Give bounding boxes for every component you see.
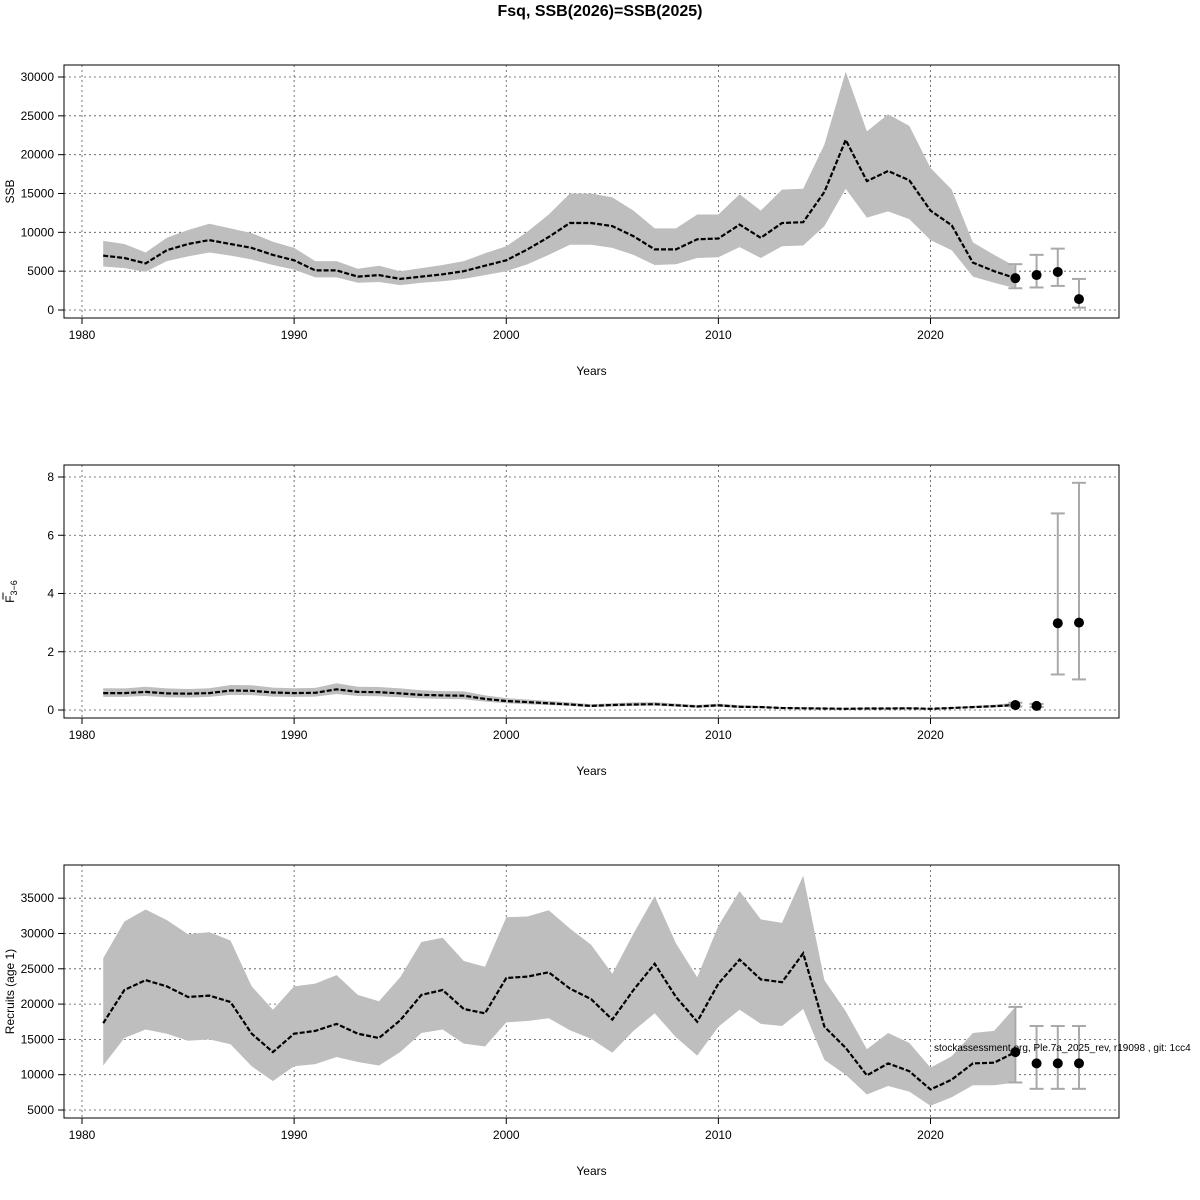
chart-title: Fsq, SSB(2026)=SSB(2025) [498, 3, 703, 20]
forecast-point [1010, 700, 1021, 711]
forecast-point [1031, 700, 1042, 711]
y-tick-label: 5000 [27, 1103, 54, 1117]
plot-frame [63, 64, 1120, 319]
forecast-point [1074, 1058, 1084, 1069]
y-tick-label: 10000 [21, 225, 55, 239]
y-tick-label: 8 [47, 470, 54, 484]
estimate-line [102, 950, 1016, 1091]
confidence-band [103, 875, 1016, 1106]
y-tick-label: 5000 [27, 264, 54, 278]
y-tick-label: 0 [47, 303, 54, 317]
panel-fbar: 1980 1990 2000 2010 2020 0 2 4 6 8 Years F3−6 [2, 464, 1120, 778]
y-tick-label: 30000 [21, 926, 55, 940]
y-tick-label: 0 [47, 703, 54, 717]
y-tick-label: 20000 [21, 997, 55, 1011]
forecast-point [1031, 1058, 1042, 1069]
x-axis-label: Years [576, 764, 606, 778]
y-tick-label: 20000 [21, 148, 55, 162]
y-tick-label: 4 [47, 587, 54, 601]
forecast-point [1052, 1058, 1063, 1069]
y-tick-label: 10000 [21, 1068, 55, 1082]
x-tick-label: 1980 [69, 328, 96, 342]
panel-ssb: 1980 1990 2000 2010 2020 0 5000 10000 15000 20000… [3, 64, 1120, 378]
x-tick-label: 1980 [69, 1128, 96, 1142]
panel-recruits: 1980 1990 2000 2010 2020 5000 10000 15000 20000 2… [3, 864, 1120, 1178]
y-tick-label: 35000 [21, 891, 55, 905]
forecast-point [1052, 618, 1063, 629]
forecast-point [1010, 273, 1021, 284]
x-tick-label: 1990 [281, 728, 308, 742]
plot-frame [63, 864, 1120, 1119]
estimate-line [103, 137, 1016, 281]
x-axis-label: Years [576, 364, 606, 378]
x-tick-label: 2020 [917, 1128, 944, 1142]
y-tick-label: 2 [47, 645, 54, 659]
confidence-band [103, 683, 1016, 710]
x-tick-label: 2020 [917, 328, 944, 342]
estimate-line [103, 688, 1016, 710]
plot-frame [63, 464, 1120, 719]
x-tick-label: 2000 [493, 328, 520, 342]
y-axis-label: SSB [3, 179, 17, 203]
x-axis-label: Years [576, 1164, 606, 1178]
x-tick-label: 1990 [281, 1128, 308, 1142]
x-tick-label: 2000 [493, 1128, 520, 1142]
forecast-point [1052, 266, 1063, 277]
x-tick-label: 1990 [281, 328, 308, 342]
forecast-point [1074, 294, 1084, 305]
y-tick-label: 15000 [21, 187, 55, 201]
forecast-point [1031, 270, 1042, 281]
y-axis-label: F3−6 [3, 580, 19, 603]
x-tick-label: 2020 [917, 728, 944, 742]
x-tick-label: 2010 [705, 1128, 732, 1142]
y-tick-label: 25000 [21, 109, 55, 123]
forecast-point [1010, 1047, 1021, 1058]
confidence-band [103, 71, 1016, 289]
x-tick-label: 1980 [69, 728, 96, 742]
x-tick-label: 2010 [705, 328, 732, 342]
x-tick-label: 2000 [493, 728, 520, 742]
y-axis-label: Recruits (age 1) [3, 949, 17, 1034]
footnote: stockassessment.org, Ple.7a_2025_rev, r1… [934, 1043, 1191, 1054]
y-tick-label: 30000 [21, 70, 55, 84]
y-tick-label: 25000 [21, 962, 55, 976]
y-tick-label: 15000 [21, 1032, 55, 1046]
x-tick-label: 2010 [705, 728, 732, 742]
forecast-point [1074, 617, 1084, 628]
y-tick-label: 6 [47, 528, 54, 542]
